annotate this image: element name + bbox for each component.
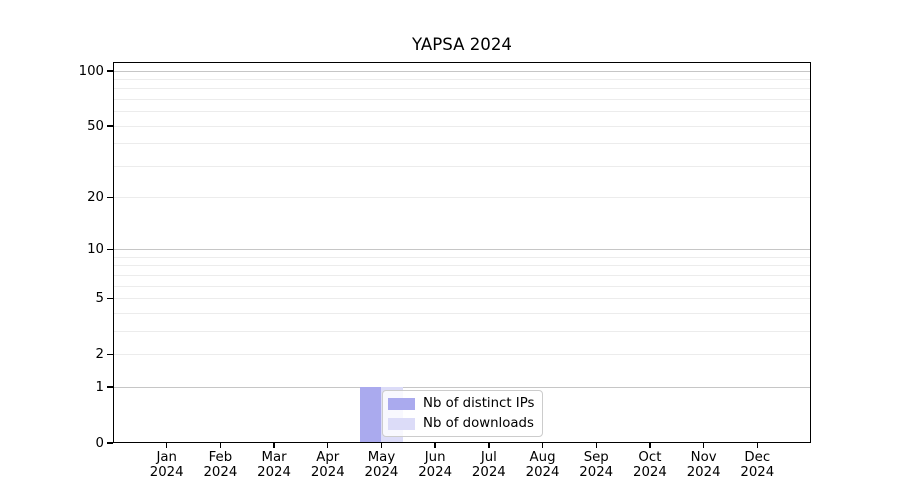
y-tick-mark bbox=[107, 442, 113, 444]
y-tick-label: 0 bbox=[95, 435, 104, 451]
grid-line-minor bbox=[113, 265, 811, 267]
y-tick-label: 50 bbox=[87, 118, 104, 134]
grid-line-minor bbox=[113, 143, 811, 145]
x-tick-label: Mar 2024 bbox=[234, 450, 314, 480]
x-tick-label: Oct 2024 bbox=[610, 450, 690, 480]
grid-line bbox=[113, 197, 811, 199]
x-tick-label-year: 2024 bbox=[203, 465, 238, 480]
x-tick-label-month: Apr bbox=[316, 450, 340, 465]
x-tick-mark bbox=[219, 443, 222, 448]
y-tick-mark bbox=[107, 249, 113, 251]
y-tick-mark bbox=[107, 70, 113, 72]
plot-area bbox=[107, 62, 811, 448]
y-tick-label: 2 bbox=[95, 346, 104, 362]
x-tick-label-month: Jun bbox=[424, 450, 446, 465]
y-tick-mark bbox=[107, 297, 113, 300]
x-tick-label-month: Oct bbox=[638, 450, 662, 465]
x-tick-label: Jul 2024 bbox=[449, 450, 529, 480]
x-tick-label-year: 2024 bbox=[525, 465, 560, 480]
x-tick-label-year: 2024 bbox=[364, 465, 399, 480]
grid-line-minor bbox=[113, 312, 811, 314]
legend-row: Nb of distinct IPs bbox=[388, 396, 534, 411]
x-tick-mark bbox=[434, 443, 436, 448]
x-tick-mark bbox=[649, 443, 651, 448]
x-tick-label-month: Mar bbox=[261, 450, 287, 465]
y-tick-mark bbox=[107, 386, 113, 388]
x-tick-label: Sep 2024 bbox=[556, 450, 636, 480]
y-tick-label: 20 bbox=[87, 190, 104, 206]
y-tick-mark bbox=[107, 353, 113, 356]
x-tick-label-month: Aug bbox=[529, 450, 556, 465]
grid-line bbox=[113, 353, 811, 355]
x-tick-mark bbox=[702, 443, 705, 448]
legend-swatch-icon bbox=[388, 417, 415, 430]
y-tick-mark bbox=[107, 196, 113, 199]
y-tick-label: 10 bbox=[87, 242, 104, 258]
grid-line-minor bbox=[113, 256, 811, 258]
x-tick-mark bbox=[327, 443, 329, 448]
x-tick-label-year: 2024 bbox=[471, 465, 506, 480]
y-tick-label: 100 bbox=[78, 63, 104, 79]
grid-line-minor bbox=[113, 98, 811, 100]
x-tick-label: Dec 2024 bbox=[717, 450, 797, 480]
x-tick-label-year: 2024 bbox=[149, 465, 184, 480]
x-tick-mark bbox=[595, 443, 597, 448]
x-tick-label: Jun 2024 bbox=[395, 450, 475, 480]
x-tick-label-year: 2024 bbox=[418, 465, 453, 480]
x-tick-label-month: Feb bbox=[208, 450, 233, 465]
x-tick-mark bbox=[756, 443, 758, 448]
grid-line bbox=[113, 298, 811, 300]
x-tick-label-year: 2024 bbox=[740, 465, 775, 480]
x-tick-label: Aug 2024 bbox=[503, 450, 583, 480]
grid-line-major bbox=[113, 249, 811, 251]
grid-line-minor bbox=[113, 88, 811, 90]
x-tick-label-month: Jan bbox=[156, 450, 177, 465]
y-tick-mark bbox=[107, 125, 113, 127]
grid-line-minor bbox=[113, 330, 811, 332]
x-tick-label-year: 2024 bbox=[579, 465, 614, 480]
x-tick-label-year: 2024 bbox=[257, 465, 291, 480]
x-tick-label-month: Dec bbox=[744, 450, 771, 465]
x-tick-mark bbox=[273, 443, 275, 448]
legend-label: Nb of downloads bbox=[423, 416, 534, 431]
x-tick-mark bbox=[165, 443, 168, 448]
legend-label: Nb of distinct IPs bbox=[423, 396, 535, 411]
x-tick-label-month: Jul bbox=[480, 450, 497, 465]
y-tick-label: 1 bbox=[95, 379, 104, 395]
x-tick-label: Jan 2024 bbox=[127, 450, 207, 480]
grid-line-minor bbox=[113, 285, 811, 287]
x-tick-mark bbox=[380, 443, 383, 448]
grid-line bbox=[113, 125, 811, 127]
x-tick-label: Nov 2024 bbox=[664, 450, 744, 480]
y-axis-labels: 0 1 2 5 10 20 50 100 bbox=[0, 62, 104, 451]
x-axis-labels: Jan 2024 Feb 2024 Mar 2024 Apr 2024 May 2024 Jun 20… bbox=[113, 450, 811, 490]
x-tick-label: Feb 2024 bbox=[180, 450, 260, 480]
legend-swatch-icon bbox=[388, 397, 415, 410]
x-tick-label: May 2024 bbox=[341, 450, 421, 480]
x-tick-mark bbox=[541, 443, 544, 448]
y-tick-label: 5 bbox=[95, 291, 104, 307]
grid-line-minor bbox=[113, 111, 811, 113]
grid-line-major bbox=[113, 70, 811, 72]
grid-line-minor bbox=[113, 78, 811, 80]
x-tick-label-month: Sep bbox=[583, 450, 609, 465]
legend-row: Nb of downloads bbox=[388, 416, 534, 431]
grid-line-minor bbox=[113, 165, 811, 167]
x-tick-label-year: 2024 bbox=[633, 465, 667, 480]
legend: Nb of distinct IPs Nb of downloads bbox=[382, 390, 544, 437]
x-tick-label-month: May bbox=[367, 450, 396, 465]
x-tick-label: Apr 2024 bbox=[288, 450, 368, 480]
grid-line-major bbox=[113, 386, 811, 388]
x-tick-label-month: Nov bbox=[690, 450, 717, 465]
x-tick-mark bbox=[488, 443, 490, 448]
chart-title: YAPSA 2024 bbox=[412, 35, 512, 54]
x-tick-label-year: 2024 bbox=[310, 465, 345, 480]
bar-nb-of-distinct-ips bbox=[359, 387, 382, 443]
x-tick-label-year: 2024 bbox=[686, 465, 721, 480]
grid-line-minor bbox=[113, 274, 811, 276]
